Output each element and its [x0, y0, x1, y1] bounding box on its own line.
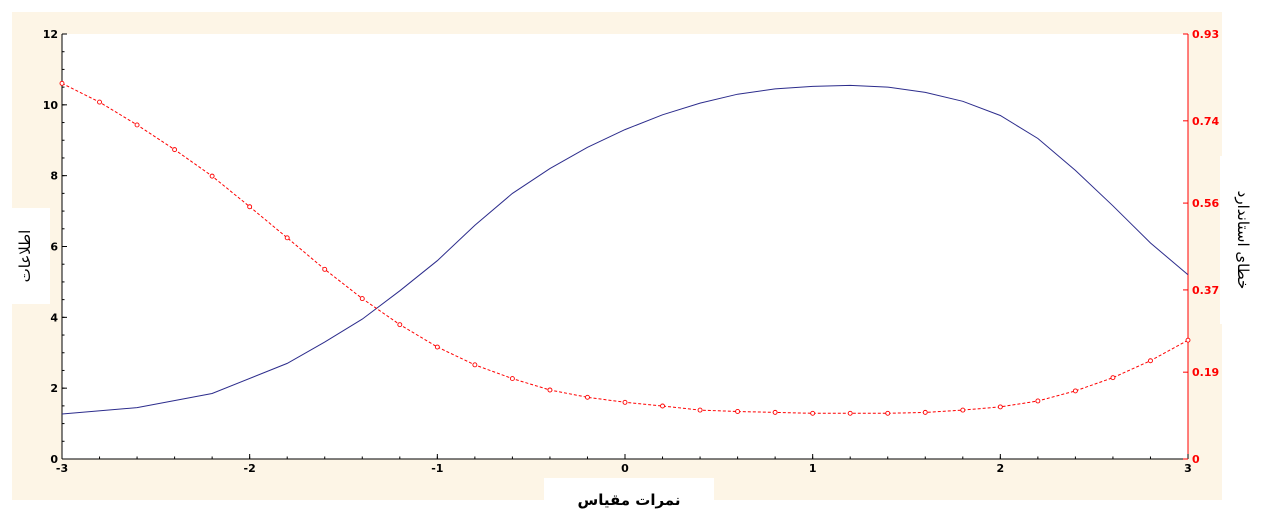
standard-error-marker: [134, 122, 140, 128]
standard-error-marker: [1072, 388, 1078, 394]
x-tick-label: 2: [997, 462, 1005, 475]
x-tick-label: -3: [56, 462, 68, 475]
y2-tick-label: 0.19: [1192, 366, 1219, 379]
standard-error-marker: [847, 410, 853, 416]
y2-tick-label: 0: [1192, 453, 1200, 466]
y-tick-label: 8: [50, 170, 58, 183]
x-tick-label: 1: [809, 462, 817, 475]
standard-error-marker: [1148, 358, 1153, 364]
x-axis-title: نمرات مقیاس: [577, 491, 681, 509]
standard-error-marker: [960, 407, 966, 413]
y-tick-label: 12: [43, 28, 58, 41]
standard-error-marker: [397, 322, 403, 328]
standard-error-marker: [1035, 398, 1041, 404]
standard-error-marker: [547, 387, 553, 393]
y2-tick-label: 0.56: [1192, 197, 1219, 210]
information-line: [61, 84, 1189, 415]
standard-error-marker: [284, 235, 290, 241]
standard-error-marker: [810, 410, 816, 416]
standard-error-marker: [735, 409, 741, 414]
x-tick-label: 0: [621, 462, 629, 475]
y2-tick-label: 0.93: [1192, 28, 1219, 41]
standard-error-marker: [322, 266, 328, 272]
left-title-panel: [0, 208, 50, 304]
y-tick-label: 2: [50, 382, 58, 395]
standard-error-marker: [1110, 375, 1116, 381]
plot-area: [62, 34, 1188, 459]
standard-error-marker: [472, 362, 478, 368]
standard-error-marker: [172, 147, 178, 153]
standard-error-marker: [885, 410, 891, 416]
standard-error-marker: [697, 407, 703, 413]
standard-error-marker: [209, 173, 215, 179]
y-axis-title: اطلاعات: [16, 229, 34, 283]
y-tick-label: 4: [50, 311, 58, 324]
standard-error-marker: [585, 394, 590, 400]
standard-error-marker: [997, 404, 1003, 410]
standard-error-marker: [660, 403, 665, 409]
x-title-panel: [544, 478, 714, 515]
standard-error-marker: [509, 376, 515, 382]
y2-tick-label: 0.74: [1192, 115, 1219, 128]
y2-tick-label: 0.37: [1192, 284, 1219, 297]
x-tick-label: -1: [431, 462, 443, 475]
x-tick-label: -2: [244, 462, 256, 475]
standard-error-marker: [434, 344, 440, 350]
standard-error-marker: [247, 204, 253, 210]
standard-error-marker: [59, 80, 65, 86]
standard-error-marker: [97, 99, 102, 105]
standard-error-marker: [359, 296, 365, 302]
y-tick-label: 6: [50, 241, 58, 254]
y-tick-label: 0: [50, 453, 58, 466]
standard-error-marker: [1185, 337, 1191, 343]
y2-axis-title: خطای استاندارد: [1234, 190, 1252, 290]
standard-error-marker: [622, 399, 628, 405]
standard-error-marker: [922, 409, 928, 415]
x-tick-label: 3: [1184, 462, 1192, 475]
standard-error-marker: [772, 409, 778, 415]
right-title-panel: [1220, 156, 1266, 324]
y-tick-label: 10: [43, 99, 59, 112]
